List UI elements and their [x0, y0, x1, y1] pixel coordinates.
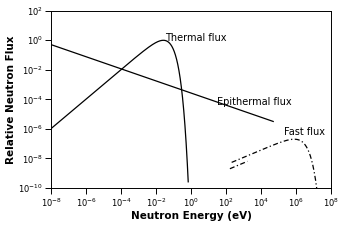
X-axis label: Neutron Energy (eV): Neutron Energy (eV) — [131, 211, 252, 222]
Text: Fast flux: Fast flux — [284, 127, 325, 137]
Text: Thermal flux: Thermal flux — [165, 32, 226, 43]
Y-axis label: Relative Neutron Flux: Relative Neutron Flux — [6, 35, 16, 164]
Text: Epithermal flux: Epithermal flux — [217, 97, 292, 107]
